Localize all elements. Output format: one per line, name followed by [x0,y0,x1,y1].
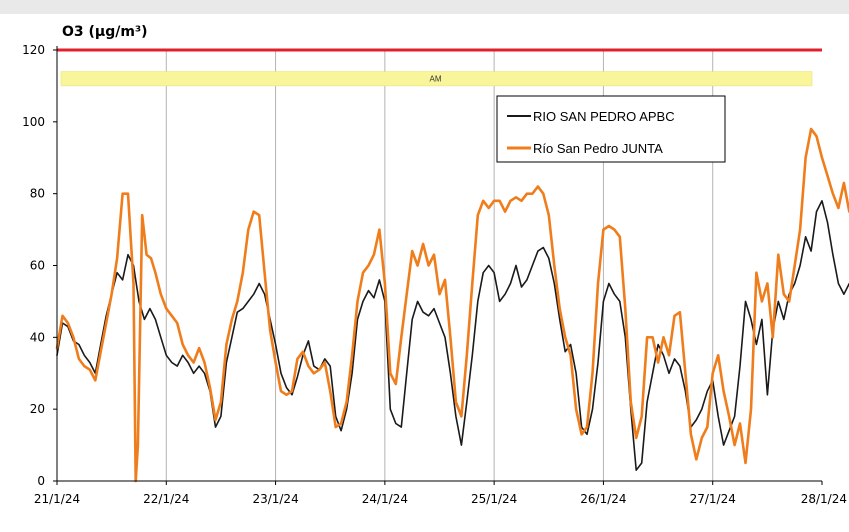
y-tick-label: 0 [37,474,45,488]
am-band-rect [60,71,813,87]
x-tick-label: 28/1/24 [801,492,847,506]
y-tick-label: 20 [30,402,45,416]
y-tick-label: 60 [30,259,45,273]
legend-label-apbc: RIO SAN PEDRO APBC [533,109,675,124]
am-band-label: AM [430,75,442,84]
legend-label-junta: Río San Pedro JUNTA [533,141,663,156]
legend-box [496,95,726,163]
y-tick-label: 120 [22,43,45,57]
axes [53,46,823,485]
x-tick-label: 24/1/24 [362,492,408,506]
ozone-line-chart: O3 (µg/m³) AM 0 20 40 60 80 100 120 21/1/24 22/1… [22,24,849,506]
x-tick-label: 23/1/24 [252,492,298,506]
chart-frame: O3 (µg/m³) AM 0 20 40 60 80 100 120 21/1/24 22/1… [0,14,849,532]
x-tick-label: 21/1/24 [34,492,80,506]
x-tick-label: 22/1/24 [143,492,189,506]
series-layer [55,127,849,483]
y-tick-label: 80 [30,187,45,201]
y-tick-label: 100 [22,115,45,129]
tick-labels: 0 20 40 60 80 100 120 21/1/24 22/1/24 23/1/24 24/1… [22,43,847,506]
am-band: AM [57,48,822,87]
x-tick-label: 25/1/24 [471,492,517,506]
series-line-junta [55,127,849,483]
legend: RIO SAN PEDRO APBC Río San Pedro JUNTA [496,95,726,163]
series-line-apbc [56,200,849,471]
x-tick-label: 26/1/24 [580,492,626,506]
chart-title: O3 (µg/m³) [62,24,147,40]
y-tick-label: 40 [30,330,45,344]
x-tick-label: 27/1/24 [690,492,736,506]
